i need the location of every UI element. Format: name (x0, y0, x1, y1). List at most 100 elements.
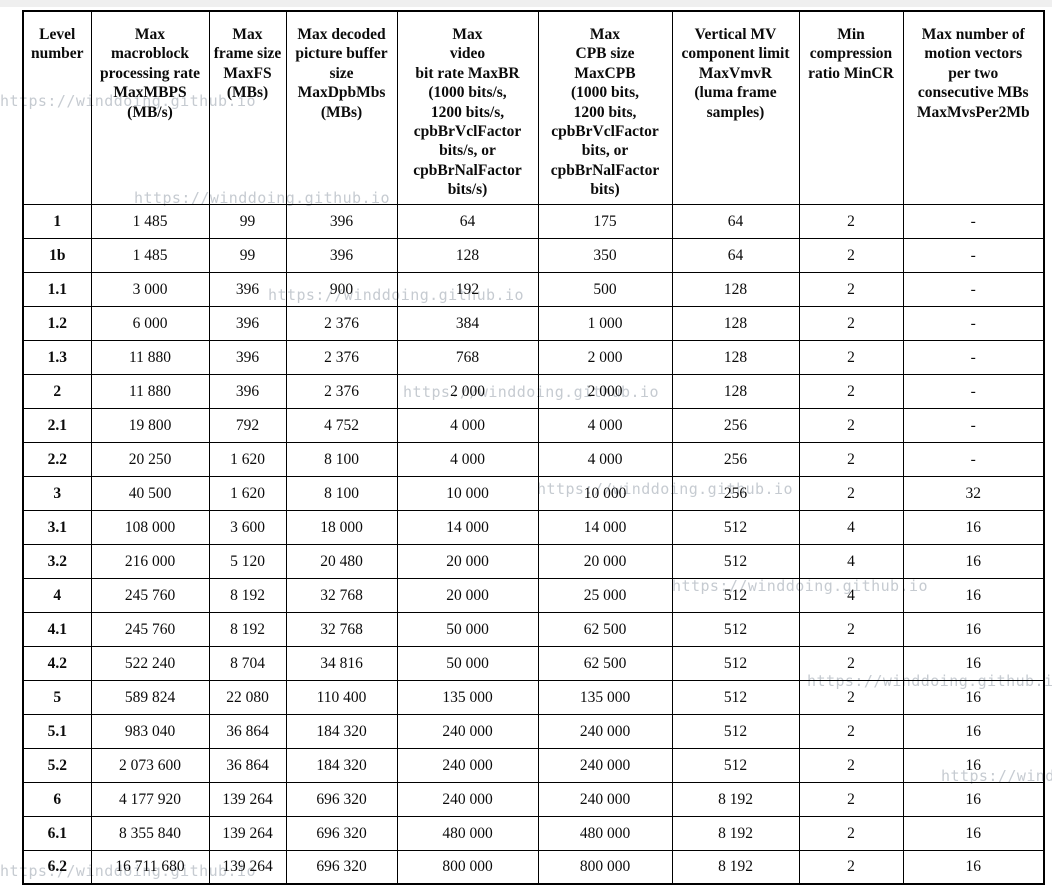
value-cell-min-cr: 2 (798, 747, 904, 783)
value-cell-max-mvs-per-2mb: 16 (902, 679, 1045, 715)
value-cell-max-cpb: 10 000 (537, 475, 673, 511)
value-cell-max-fs: 396 (208, 339, 287, 375)
header-line: (MBs) (226, 84, 269, 102)
value-cell-max-fs: 139 264 (208, 849, 287, 885)
level-cell: 4.2 (22, 645, 92, 681)
value-cell-min-cr: 2 (798, 679, 904, 715)
value-cell-max-br: 14 000 (396, 509, 539, 545)
value-cell-max-fs: 792 (208, 407, 287, 443)
header-line: (MB/s) (127, 103, 173, 121)
top-strip (0, 0, 1052, 7)
value-cell-max-br: 135 000 (396, 679, 539, 715)
value-cell-max-vmvr: 256 (671, 407, 800, 443)
value-cell-max-cpb: 500 (537, 271, 673, 307)
value-cell-max-cpb: 25 000 (537, 577, 673, 613)
value-cell-max-cpb: 2 000 (537, 339, 673, 375)
value-cell-max-mvs-per-2mb: - (902, 441, 1045, 477)
table-row-level-4: 4 245 760 8 192 32 768 20 000 25 000 512 4 16 (22, 577, 1045, 613)
value-cell-max-mvs-per-2mb: 16 (902, 645, 1045, 681)
value-cell-max-mvs-per-2mb: - (902, 271, 1045, 307)
value-cell-max-mvs-per-2mb: - (902, 237, 1045, 273)
value-cell-max-mbps: 19 800 (90, 407, 210, 443)
header-line: Max (232, 26, 263, 43)
value-cell-max-br: 800 000 (396, 849, 539, 885)
header-line: macroblock (110, 45, 190, 63)
value-cell-min-cr: 2 (798, 713, 904, 749)
value-cell-max-mbps: 11 880 (90, 373, 210, 409)
value-cell-max-br: 50 000 (396, 645, 539, 681)
value-cell-max-vmvr: 64 (671, 237, 800, 273)
value-cell-max-fs: 1 620 (208, 441, 287, 477)
header-line: size (329, 64, 354, 82)
value-cell-max-mvs-per-2mb: 16 (902, 815, 1045, 851)
value-cell-min-cr: 2 (798, 815, 904, 851)
header-line: MaxVmvR (698, 64, 773, 82)
header-cell-max-fs: Max frame size MaxFS (MBs) (208, 10, 287, 205)
value-cell-max-cpb: 800 000 (537, 849, 673, 885)
value-cell-min-cr: 2 (798, 849, 904, 885)
value-cell-max-dpb-mbs: 8 100 (285, 441, 398, 477)
value-cell-min-cr: 2 (798, 441, 904, 477)
header-line: Max (134, 26, 166, 43)
value-cell-max-br: 240 000 (396, 747, 539, 783)
value-cell-max-vmvr: 512 (671, 509, 800, 545)
value-cell-max-vmvr: 512 (671, 543, 800, 579)
value-cell-max-cpb: 2 000 (537, 373, 673, 409)
header-cell-max-mbps: Max macroblock processing rate MaxMBPS (MB/s… (90, 10, 210, 205)
table-row-level-3: 3 40 500 1 620 8 100 10 000 10 000 256 2 32 (22, 475, 1045, 511)
value-cell-max-br: 4 000 (396, 407, 539, 443)
header-line: MaxMBPS (113, 84, 187, 102)
value-cell-min-cr: 2 (798, 373, 904, 409)
value-cell-max-mvs-per-2mb: - (902, 203, 1045, 239)
header-line: MaxDpbMbs (297, 84, 386, 102)
header-cell-max-br: Max video bit rate MaxBR (1000 bits/s, 1200 … (396, 10, 539, 205)
value-cell-max-mbps: 108 000 (90, 509, 210, 545)
value-cell-max-dpb-mbs: 2 376 (285, 305, 398, 341)
header-line: Max decoded (297, 26, 386, 43)
value-cell-min-cr: 4 (798, 509, 904, 545)
header-line: MaxFS (223, 64, 272, 82)
value-cell-max-mvs-per-2mb: 16 (902, 509, 1045, 545)
level-cell: 1b (22, 237, 92, 273)
value-cell-max-dpb-mbs: 34 816 (285, 645, 398, 681)
level-cell: 3.2 (22, 543, 92, 579)
header-line: compression (809, 45, 893, 63)
value-cell-min-cr: 2 (798, 611, 904, 647)
value-cell-min-cr: 2 (798, 237, 904, 273)
value-cell-max-vmvr: 64 (671, 203, 800, 239)
value-cell-max-mbps: 16 711 680 (90, 849, 210, 885)
value-cell-min-cr: 2 (798, 271, 904, 307)
value-cell-min-cr: 2 (798, 339, 904, 375)
header-line: cpbBrVclFactor (551, 123, 659, 141)
header-line: consecutive MBs (917, 84, 1029, 102)
value-cell-max-vmvr: 128 (671, 373, 800, 409)
value-cell-max-br: 384 (396, 305, 539, 341)
value-cell-min-cr: 2 (798, 475, 904, 511)
table-row-level-6.1: 6.1 8 355 840 139 264 696 320 480 000 480 000… (22, 815, 1045, 851)
header-line: cpbBrVclFactor (413, 123, 522, 141)
header-line: motion vectors (924, 45, 1023, 63)
value-cell-max-vmvr: 128 (671, 305, 800, 341)
level-cell: 3.1 (22, 509, 92, 545)
header-line: video (449, 45, 486, 63)
level-cell: 1.3 (22, 339, 92, 375)
value-cell-max-mbps: 245 760 (90, 611, 210, 647)
header-line: CPB size (575, 45, 635, 63)
value-cell-max-mvs-per-2mb: - (902, 305, 1045, 341)
value-cell-max-mbps: 4 177 920 (90, 781, 210, 817)
header-line: processing rate (99, 64, 201, 82)
header-line: MaxMvsPer2Mb (916, 103, 1030, 121)
header-cell-max-vmvr: Vertical MV component limit MaxVmvR (luma f… (671, 10, 800, 205)
header-line: samples) (706, 103, 765, 121)
value-cell-max-cpb: 135 000 (537, 679, 673, 715)
table-row-level-5: 5 589 824 22 080 110 400 135 000 135 000 512 2 1… (22, 679, 1045, 715)
table-row-level-2.1: 2.1 19 800 792 4 752 4 000 4 000 256 2- (22, 407, 1045, 443)
value-cell-max-vmvr: 128 (671, 339, 800, 375)
header-line: Min (837, 26, 865, 43)
value-cell-max-dpb-mbs: 32 768 (285, 611, 398, 647)
value-cell-max-vmvr: 512 (671, 713, 800, 749)
table-row-level-5.2: 5.2 2 073 600 36 864 184 320 240 000 240 000 5… (22, 747, 1045, 783)
value-cell-max-vmvr: 512 (671, 611, 800, 647)
